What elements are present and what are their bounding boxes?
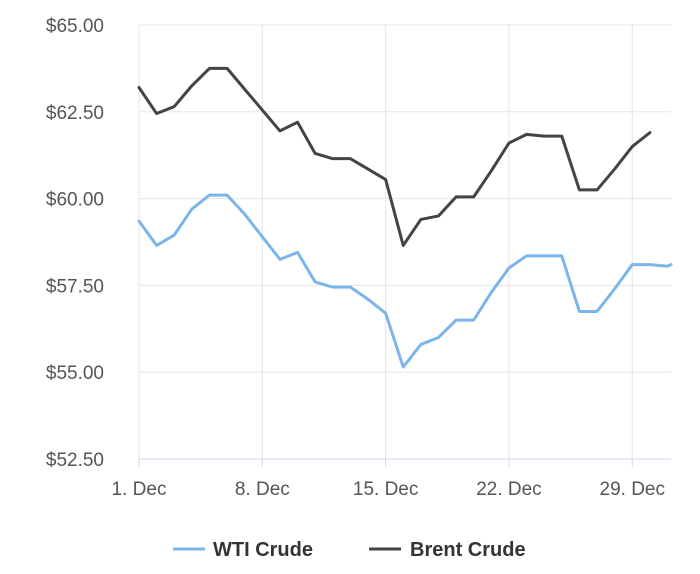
y-tick-label: $57.50 bbox=[46, 276, 104, 297]
legend-item-wti-crude[interactable]: WTI Crude bbox=[173, 539, 313, 561]
x-tick-label: 29. Dec bbox=[600, 479, 665, 500]
y-tick-label: $52.50 bbox=[46, 450, 104, 471]
grid bbox=[138, 24, 671, 460]
series-layer bbox=[137, 66, 673, 369]
axes: $52.50 $55.00 $57.50 $60.00 $62.50 $65.00 1. D… bbox=[46, 16, 671, 500]
y-tick-label: $60.00 bbox=[46, 190, 104, 211]
x-tick-label: 15. Dec bbox=[353, 479, 418, 500]
legend-label: Brent Crude bbox=[410, 539, 526, 561]
legend-label: WTI Crude bbox=[213, 539, 313, 561]
y-tick-label: $65.00 bbox=[46, 16, 104, 37]
series-line-wti-crude[interactable] bbox=[137, 193, 673, 369]
legend[interactable]: WTI Crude Brent Crude bbox=[173, 539, 526, 561]
x-tick-label: 1. Dec bbox=[112, 479, 167, 500]
series-line-brent-crude[interactable] bbox=[137, 66, 652, 247]
y-tick-label: $55.00 bbox=[46, 363, 104, 384]
x-tick-label: 8. Dec bbox=[235, 479, 290, 500]
x-tick-label: 22. Dec bbox=[476, 479, 541, 500]
y-tick-label: $62.50 bbox=[46, 103, 104, 124]
legend-item-brent-crude[interactable]: Brent Crude bbox=[369, 539, 526, 561]
